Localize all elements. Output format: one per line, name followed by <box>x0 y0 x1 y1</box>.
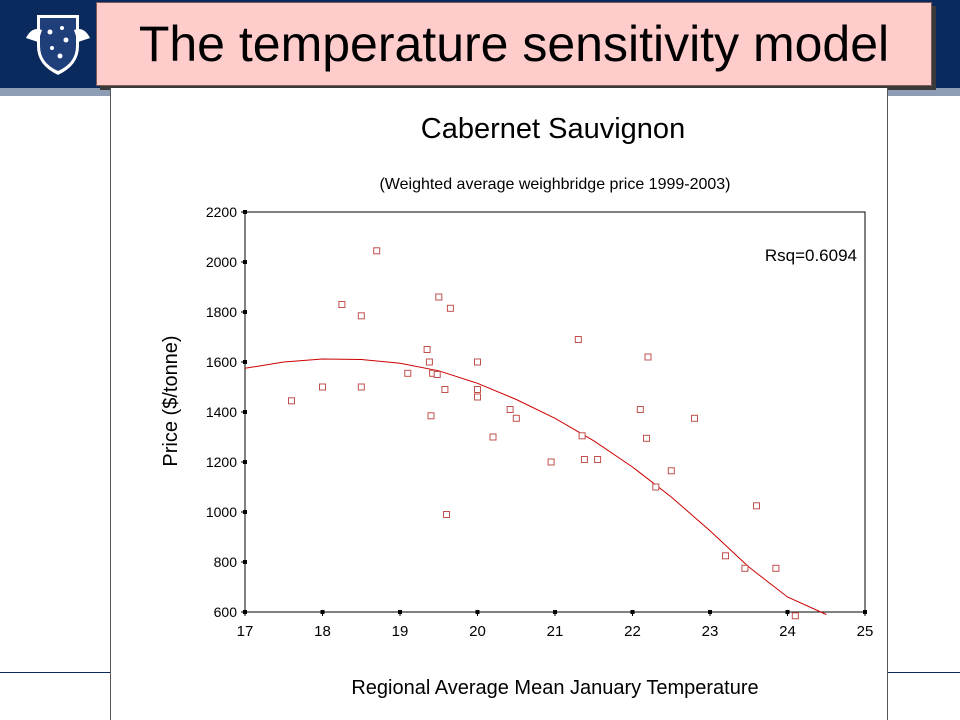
x-tick-mark <box>398 610 402 614</box>
data-points <box>288 247 799 620</box>
data-point <box>357 383 365 391</box>
y-tick-mark <box>243 360 247 364</box>
data-point <box>474 393 481 401</box>
data-point <box>722 552 729 560</box>
chart-title: Cabernet Sauvignon <box>421 113 685 145</box>
data-point <box>433 371 441 378</box>
data-point <box>547 458 555 466</box>
data-point <box>580 456 588 463</box>
x-tick-label: 24 <box>779 623 796 640</box>
fit-curve <box>244 358 827 615</box>
x-tick-mark <box>243 610 247 614</box>
slide-title: The temperature sensitivity model <box>138 16 890 72</box>
university-crest-icon <box>26 13 90 78</box>
data-point <box>741 564 749 572</box>
data-point <box>423 346 431 353</box>
data-point <box>373 247 381 255</box>
data-point <box>474 358 481 366</box>
data-point <box>288 397 295 405</box>
data-point <box>489 433 497 441</box>
data-point <box>506 406 514 413</box>
data-point <box>594 456 602 463</box>
x-tick-label: 25 <box>857 623 874 640</box>
x-tick-mark <box>553 610 557 614</box>
data-point <box>446 304 454 312</box>
x-tick-label: 20 <box>469 623 486 640</box>
x-axis-label: Regional Average Mean January Temperatur… <box>351 677 758 699</box>
y-tick-label: 1400 <box>206 404 237 420</box>
scatter-chart: Cabernet Sauvignon (Weighted average wei… <box>160 113 874 699</box>
data-point <box>441 386 449 393</box>
y-tick-label: 2200 <box>206 204 237 220</box>
data-point <box>643 434 650 442</box>
data-point <box>574 336 582 343</box>
data-point <box>512 414 520 422</box>
data-point <box>644 353 652 361</box>
data-point <box>667 467 675 475</box>
data-point <box>791 612 799 620</box>
slide-title-box: The temperature sensitivity model <box>96 2 932 86</box>
y-tick-label: 1800 <box>206 304 237 320</box>
x-tick-label: 22 <box>624 623 641 640</box>
y-tick-mark <box>243 460 247 464</box>
data-point <box>772 564 780 572</box>
data-point <box>753 502 760 510</box>
y-tick-label: 600 <box>214 604 238 620</box>
y-tick-mark <box>243 560 247 564</box>
data-point <box>319 383 326 391</box>
y-tick-mark <box>243 410 247 414</box>
chart-panel: Cabernet Sauvignon (Weighted average wei… <box>110 88 888 720</box>
y-axis-label: Price ($/tonne) <box>160 335 182 466</box>
y-tick-label: 1200 <box>206 454 237 470</box>
x-tick-mark <box>475 610 480 614</box>
x-tick-label: 18 <box>314 623 331 640</box>
data-point <box>357 312 365 320</box>
data-point <box>427 412 435 420</box>
x-tick-mark <box>863 610 867 614</box>
data-point <box>435 293 443 301</box>
rsq-annotation: Rsq=0.6094 <box>765 246 857 265</box>
y-axis-ticks: 600 800 1000 1200 1400 1600 1800 2000 2200 <box>206 204 247 620</box>
y-tick-label: 1000 <box>206 504 237 520</box>
data-point <box>652 483 660 491</box>
y-tick-label: 800 <box>214 554 238 570</box>
data-point <box>338 301 346 308</box>
data-point <box>404 369 412 377</box>
x-tick-mark <box>320 610 325 614</box>
x-tick-mark <box>708 610 712 614</box>
data-point <box>578 432 586 440</box>
data-point <box>425 358 433 366</box>
data-point <box>474 386 481 393</box>
y-tick-mark <box>243 510 247 514</box>
x-tick-label: 23 <box>702 623 719 640</box>
x-axis-ticks: 17 18 19 20 21 22 23 24 25 <box>237 610 874 640</box>
x-tick-mark <box>785 610 790 614</box>
y-tick-mark <box>243 210 247 214</box>
plot-frame <box>244 211 866 613</box>
x-tick-label: 17 <box>237 623 254 640</box>
chart-subtitle: (Weighted average weighbridge price 1999… <box>379 176 730 193</box>
y-tick-mark <box>243 310 247 314</box>
y-tick-label: 2000 <box>206 254 237 270</box>
y-tick-mark <box>243 260 247 264</box>
x-tick-label: 19 <box>392 623 409 640</box>
y-tick-label: 1600 <box>206 354 237 370</box>
data-point <box>443 511 450 518</box>
footer-rule-left <box>0 672 110 673</box>
x-tick-mark <box>630 610 635 614</box>
data-point <box>636 406 644 413</box>
footer-rule-right <box>888 672 960 673</box>
data-point <box>691 414 698 422</box>
x-tick-label: 21 <box>547 623 564 640</box>
